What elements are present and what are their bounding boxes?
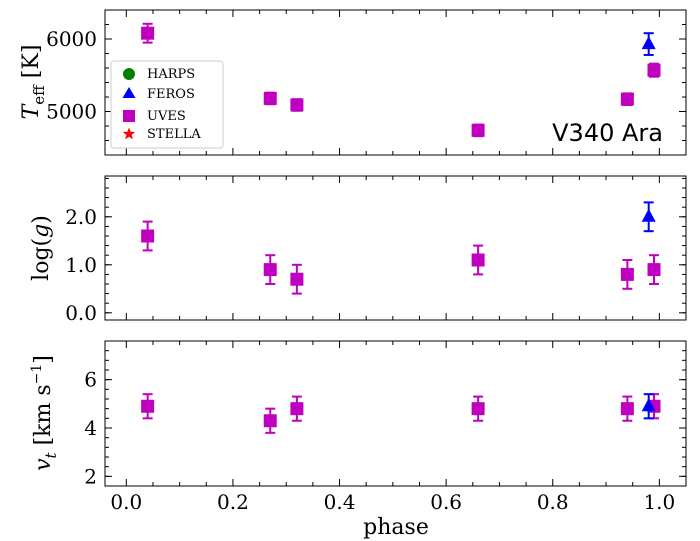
y-axis-title-logg: log(g) xyxy=(29,215,54,281)
x-tick-label: 0.4 xyxy=(324,490,356,514)
data-marks xyxy=(141,22,661,138)
legend-uves-marker xyxy=(123,110,135,122)
star-annotation: V340 Ara xyxy=(552,119,663,147)
y-tick-label: 2.0 xyxy=(65,205,97,229)
x-ticks xyxy=(125,10,660,155)
y-tick-label: 5000 xyxy=(46,100,97,124)
plot-frame xyxy=(104,340,687,487)
legend-uves-label: UVES xyxy=(147,109,186,124)
uves-point xyxy=(647,263,661,277)
x-tick-labels: 0.0 0.2 0.4 0.6 0.8 1.0 xyxy=(110,490,675,514)
x-tick-label: 0.8 xyxy=(537,490,569,514)
uves-point xyxy=(647,63,661,77)
legend-harps-label: HARPS xyxy=(147,67,195,82)
data-marks xyxy=(141,393,661,434)
uves-point xyxy=(141,26,155,40)
y-tick-label: 6 xyxy=(84,368,97,392)
uves-point xyxy=(263,263,277,277)
uves-point xyxy=(263,91,277,105)
legend-feros-marker xyxy=(122,87,136,98)
y-tick-label: 2 xyxy=(84,464,97,488)
x-tick-label: 1.0 xyxy=(643,490,675,514)
uves-point xyxy=(290,402,304,416)
x-ticks xyxy=(125,341,660,486)
x-tick-label: 0.2 xyxy=(217,490,249,514)
feros-point xyxy=(641,398,656,412)
uves-point xyxy=(141,399,155,413)
y-axis-title-teff: Teff [K] xyxy=(19,45,48,120)
feros-point xyxy=(641,208,656,222)
legend-stella-label: STELLA xyxy=(147,127,201,142)
x-tick-label: 0.0 xyxy=(110,490,142,514)
y-tick-label: 0.0 xyxy=(65,301,97,325)
uves-point xyxy=(620,92,634,106)
uves-point xyxy=(471,123,485,137)
x-ticks xyxy=(125,176,660,320)
y-tick-label: 1.0 xyxy=(65,253,97,277)
legend-stella-marker xyxy=(122,127,136,140)
panel-teff: 5000 6000 V340 Ara HARPS FEROS UVES STELL… xyxy=(19,9,687,156)
x-tick-label: 0.6 xyxy=(430,490,462,514)
legend-harps-marker xyxy=(123,68,135,80)
plot-frame xyxy=(104,175,687,321)
feros-point xyxy=(641,36,656,50)
panel-vt: 2 4 6 vt [km s−1] xyxy=(29,340,687,488)
legend: HARPS FEROS UVES STELLA xyxy=(110,60,224,149)
y-axis-title-vt: vt [km s−1] xyxy=(29,355,60,471)
y-ticks: 0.0 1.0 2.0 xyxy=(65,177,686,325)
uves-point xyxy=(620,402,634,416)
uves-point xyxy=(263,414,277,428)
data-marks xyxy=(141,201,661,295)
uves-point xyxy=(471,253,485,267)
y-tick-label: 4 xyxy=(84,416,97,440)
uves-point xyxy=(471,402,485,416)
x-axis-title: phase xyxy=(363,515,429,540)
uves-point xyxy=(620,267,634,281)
y-ticks: 2 4 6 xyxy=(84,350,686,488)
y-tick-label: 6000 xyxy=(46,27,97,51)
legend-box xyxy=(110,60,224,149)
legend-feros-label: FEROS xyxy=(147,87,195,102)
uves-point xyxy=(290,272,304,286)
uves-point xyxy=(141,229,155,243)
y-ticks: 5000 6000 xyxy=(46,9,686,156)
panel-logg: 0.0 1.0 2.0 log(g) xyxy=(29,175,687,325)
uves-point xyxy=(290,98,304,112)
